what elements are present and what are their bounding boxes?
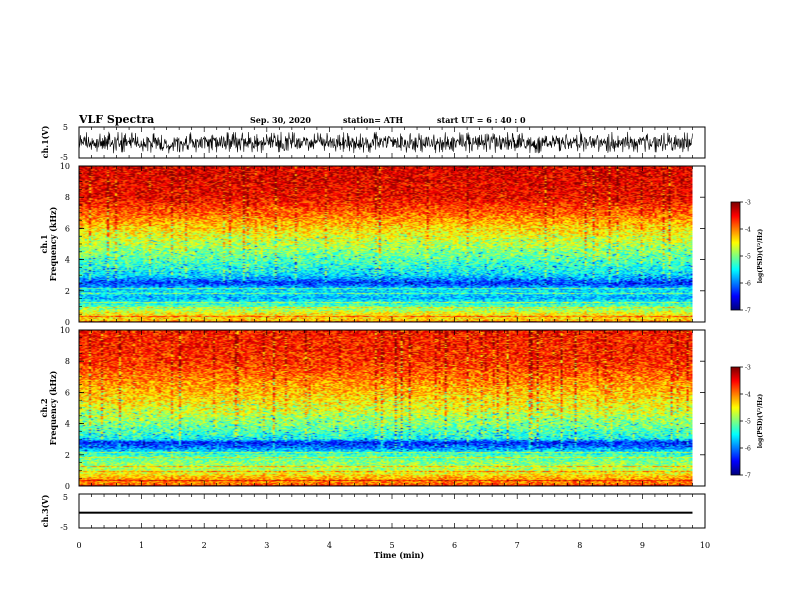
x-axis-ticks — [78, 127, 706, 528]
ch1-channel-label: ch.1 — [39, 234, 49, 253]
ch3-waveform-plot-area — [79, 494, 705, 528]
x-tick-label: 4 — [327, 541, 332, 550]
ch3-ytick-top: 5 — [63, 493, 68, 502]
ch1-colorbar-label: log(PSD)(V²/Hz) — [757, 229, 764, 284]
ch2-colorbar-tick-label: -4 — [745, 392, 751, 399]
ch2-spectrogram-ytick-tick-label: 4 — [65, 420, 70, 429]
ch2-colorbar-tick-label: -6 — [745, 446, 751, 453]
ch1-spectrogram-image — [79, 166, 693, 322]
ch2-spectrogram-image — [79, 330, 693, 486]
ch2-colorbar-ticks: -3 -4 -5 -6 -7 — [740, 365, 751, 480]
ch2-spectrogram-panel: 0 2 4 6 8 10 ch.2 Frequency (kHz) — [39, 326, 706, 491]
x-tick-label: 9 — [640, 541, 645, 550]
x-axis-label: Time (min) — [374, 550, 424, 560]
ch1-colorbar: -3 -4 -5 -6 -7 log(PSD)(V²/Hz) — [730, 200, 764, 315]
ch1-spectrogram-panel: 0 2 4 6 8 10 ch.1 Frequency (kHz) — [39, 162, 706, 327]
x-tick-label: 7 — [515, 541, 520, 550]
ch3-waveform-panel: 5 -5 ch.3(V) — [40, 493, 706, 532]
ch2-colorbar-tick-label: -5 — [745, 419, 751, 426]
ch2-colorbar-label: log(PSD)(V²/Hz) — [757, 394, 764, 449]
ch1-spectrogram-yticks: 0 2 4 6 8 10 — [60, 162, 705, 327]
x-tick-label: 10 — [700, 541, 710, 550]
start-time-label: start UT = 6 : 40 : 0 — [437, 115, 526, 125]
figure-title: VLF Spectra — [78, 113, 154, 126]
ch2-colorbar: -3 -4 -5 -6 -7 log(PSD)(V²/Hz) — [730, 365, 764, 480]
x-tick-label: 8 — [577, 541, 582, 550]
ch1-spectrogram-ytick-tick-label: 0 — [65, 318, 70, 327]
ch2-colorbar-tick-label: -3 — [745, 365, 751, 372]
ch2-spectrogram-ytick-tick-label: 6 — [65, 388, 70, 397]
ch1-colorbar-gradient — [731, 202, 740, 310]
x-tick-label: 0 — [76, 541, 81, 550]
ch1-colorbar-tick-label: -5 — [745, 254, 751, 261]
ch1-ytick-bottom: -5 — [60, 153, 68, 162]
ch2-spectrogram-ytick-tick-label: 0 — [65, 482, 70, 491]
x-tick-label: 3 — [264, 541, 269, 550]
ch2-colorbar-tick-label: -7 — [745, 473, 751, 480]
ch1-spectrogram-ytick-tick-label: 4 — [65, 256, 70, 265]
ch3-waveform-ylabel: ch.3(V) — [40, 494, 50, 527]
ch3-waveform-trace — [79, 511, 693, 514]
ch1-spectrogram-ytick-tick-label: 10 — [60, 162, 70, 171]
ch1-waveform-trace — [78, 131, 693, 154]
ch1-colorbar-tick-label: -7 — [745, 308, 751, 315]
ch1-colorbar-tick-label: -3 — [745, 200, 751, 207]
ch2-spectrogram-ytick-tick-label: 8 — [65, 357, 70, 366]
station-label: station= ATH — [343, 115, 403, 125]
x-tick-label: 6 — [452, 541, 457, 550]
ch1-ytick-top: 5 — [63, 123, 68, 132]
ch2-channel-label: ch.2 — [39, 398, 49, 417]
date-label: Sep. 30, 2020 — [250, 115, 311, 125]
ch1-waveform-ylabel: ch.1(V) — [40, 125, 50, 158]
ch1-spectrogram-ylabel: ch.1 Frequency (kHz) — [39, 206, 58, 281]
ch2-spectrogram-ylabel: ch.2 Frequency (kHz) — [39, 370, 58, 445]
ch1-spectrogram-ytick-tick-label: 6 — [65, 224, 70, 233]
x-axis-tick-labels: 0 1 2 3 4 5 6 7 8 9 10 — [76, 541, 710, 550]
ch2-spectrogram-yticks: 0 2 4 6 8 10 — [60, 326, 705, 491]
ch2-frequency-label: Frequency (kHz) — [48, 370, 58, 445]
ch1-frequency-label: Frequency (kHz) — [48, 206, 58, 281]
ch2-colorbar-gradient — [731, 367, 740, 475]
x-tick-label: 1 — [139, 541, 144, 550]
ch1-colorbar-tick-label: -4 — [745, 227, 751, 234]
ch1-colorbar-tick-label: -6 — [745, 281, 751, 288]
ch2-spectrogram-ytick-tick-label: 10 — [60, 326, 70, 335]
ch1-colorbar-ticks: -3 -4 -5 -6 -7 — [740, 200, 751, 315]
ch1-waveform-panel: 5 -5 ch.1(V) — [40, 123, 706, 162]
x-tick-label: 2 — [202, 541, 207, 550]
ch3-ytick-bottom: -5 — [60, 523, 68, 532]
ch2-spectrogram-ytick-tick-label: 2 — [65, 451, 70, 460]
ch1-spectrogram-ytick-tick-label: 2 — [65, 287, 70, 296]
x-tick-label: 5 — [389, 541, 394, 550]
ch1-spectrogram-ytick-tick-label: 8 — [65, 193, 70, 202]
